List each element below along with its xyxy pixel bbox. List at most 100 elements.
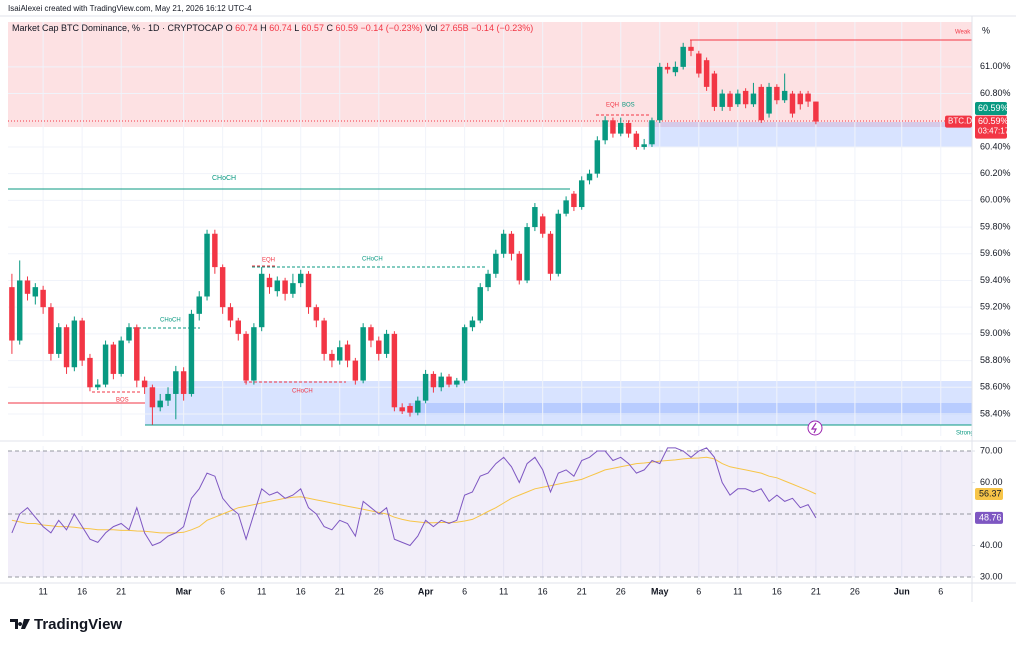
candle-body bbox=[711, 73, 718, 107]
candle-body bbox=[32, 287, 39, 297]
x-tick-label: 6 bbox=[696, 586, 701, 596]
price-label-bg bbox=[975, 115, 1007, 139]
credit: IsaiAlexei created with TradingView.com,… bbox=[8, 4, 252, 13]
ohlc-key: C bbox=[326, 23, 333, 33]
candle-body bbox=[134, 327, 140, 381]
candle-body bbox=[227, 307, 234, 321]
candle-body bbox=[469, 320, 476, 328]
y-tick-label: 30.00 bbox=[980, 571, 1003, 581]
candle-body bbox=[586, 173, 593, 181]
demand-zone bbox=[648, 122, 972, 147]
candle-body bbox=[781, 90, 788, 101]
candle-body bbox=[40, 289, 46, 308]
candle-body bbox=[508, 233, 515, 254]
x-tick-label: 26 bbox=[374, 586, 384, 596]
x-tick-label: 21 bbox=[116, 586, 126, 596]
candle-body bbox=[352, 360, 359, 381]
candle-body bbox=[87, 357, 93, 388]
candle-body bbox=[63, 327, 70, 368]
value-label: 48.76 bbox=[979, 512, 1002, 522]
candle-body bbox=[204, 233, 210, 297]
candle-body bbox=[758, 86, 764, 121]
rsi-pane bbox=[8, 446, 972, 580]
candle-body bbox=[633, 133, 640, 147]
candle-body bbox=[376, 340, 382, 354]
candle-body bbox=[672, 66, 679, 73]
candle-body bbox=[703, 60, 710, 87]
candle-body bbox=[422, 373, 429, 401]
annotation: Strong Low bbox=[956, 431, 987, 437]
candle-body bbox=[696, 53, 702, 74]
candle-body bbox=[165, 393, 171, 401]
candle-body bbox=[344, 344, 351, 361]
y-tick-label: 59.20% bbox=[980, 302, 1011, 312]
demand-zone bbox=[408, 403, 972, 415]
logo-text: TradingView bbox=[34, 616, 122, 633]
price-label: 60.59% bbox=[978, 103, 1009, 113]
candle-body bbox=[750, 93, 757, 105]
candle-body bbox=[438, 376, 444, 388]
x-tick-label: 26 bbox=[850, 586, 860, 596]
candle-body bbox=[16, 280, 23, 341]
candle-body bbox=[727, 93, 733, 107]
candle-body bbox=[118, 340, 124, 374]
candle-body bbox=[71, 320, 78, 368]
candle-body bbox=[282, 280, 288, 294]
candle-body bbox=[407, 405, 413, 413]
ohlc-value: 60.59 bbox=[335, 23, 358, 33]
y-tick-label: 60.00 bbox=[980, 477, 1003, 487]
candle-body bbox=[774, 86, 780, 101]
y-tick-label: 59.00% bbox=[980, 328, 1011, 338]
y-tick-label: 59.80% bbox=[980, 221, 1011, 231]
event-icon[interactable] bbox=[807, 420, 823, 436]
candle-body bbox=[649, 120, 655, 145]
x-tick-label: 16 bbox=[772, 586, 782, 596]
change: −0.14 (−0.23%) bbox=[361, 23, 423, 33]
candle-body bbox=[48, 307, 54, 354]
candle-body bbox=[251, 327, 257, 381]
candle-body bbox=[56, 327, 62, 354]
candle-body bbox=[24, 280, 31, 294]
candle-body bbox=[266, 277, 273, 288]
unit-label: % bbox=[982, 25, 990, 35]
annotation: CHoCH bbox=[362, 257, 383, 263]
candle-body bbox=[141, 380, 148, 388]
value-label: 56.37 bbox=[979, 488, 1002, 498]
value-label-bg bbox=[975, 487, 1003, 500]
x-tick-label: 11 bbox=[733, 586, 742, 596]
x-tick-label: 11 bbox=[499, 586, 508, 596]
candle-body bbox=[625, 122, 632, 134]
x-tick-label: May bbox=[651, 586, 669, 596]
annotation: CHoCH bbox=[160, 318, 181, 324]
candle-body bbox=[157, 400, 163, 408]
vol-key: Vol bbox=[425, 23, 438, 33]
x-tick-label: 21 bbox=[577, 586, 587, 596]
rsi-band bbox=[8, 451, 972, 578]
candle-body bbox=[415, 400, 421, 413]
x-tick-label: 6 bbox=[938, 586, 943, 596]
y-tick-label: 40.00 bbox=[980, 540, 1003, 550]
structure-lines: Weak High CHoCH EQH BOS CHoCH EQH CHoCH … bbox=[8, 30, 987, 437]
rsi-line bbox=[11, 456, 817, 534]
candle-body bbox=[399, 407, 405, 412]
candle-body bbox=[321, 320, 327, 354]
candle-body bbox=[532, 207, 538, 228]
candle-body bbox=[742, 90, 749, 105]
candle-body bbox=[360, 327, 366, 381]
ohlc-value: 60.74 bbox=[269, 23, 292, 33]
event-icon-bolt bbox=[810, 422, 817, 434]
symbol: Market Cap BTC Dominance, % · 1D · CRYPT… bbox=[12, 23, 223, 33]
candle-body bbox=[235, 320, 241, 334]
candle-body bbox=[212, 233, 218, 268]
candle-body bbox=[500, 233, 507, 254]
value-label-bg bbox=[975, 511, 1003, 524]
annotation: BOS bbox=[622, 103, 635, 109]
ohlc-key: L bbox=[294, 23, 299, 33]
candle-body bbox=[680, 46, 686, 67]
candle-body bbox=[555, 213, 562, 274]
rsi-line bbox=[11, 447, 817, 547]
candle-body bbox=[313, 307, 320, 321]
annotation: EQH bbox=[262, 258, 275, 264]
candle-body bbox=[789, 93, 796, 114]
candle-body bbox=[610, 120, 616, 134]
